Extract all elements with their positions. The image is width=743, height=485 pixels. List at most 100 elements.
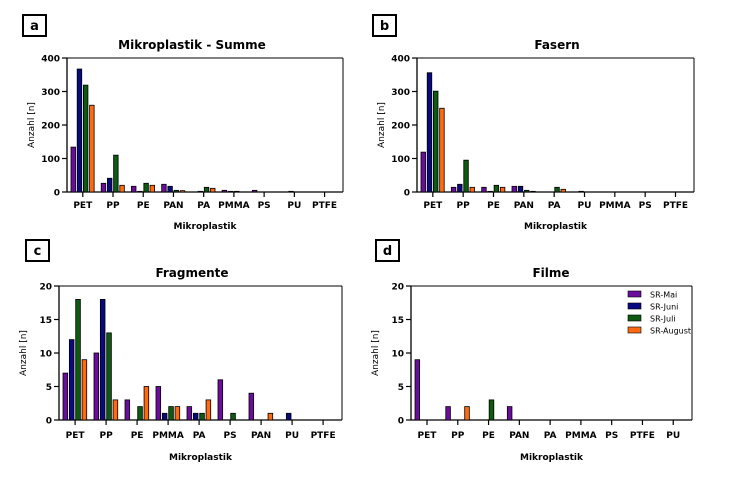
panel-label-box [372, 14, 397, 37]
y-tick-label: 0 [54, 189, 60, 199]
x-tick-label: PMMA [599, 201, 631, 211]
bar-sr-juni-pa [192, 412, 199, 421]
bar-sr-juni-pan [517, 185, 524, 193]
bar-sr-august-pet [81, 359, 88, 421]
bar-sr-august-pan [267, 412, 274, 421]
y-tick-label: 10 [391, 350, 404, 360]
bar-sr-mai-pmma [155, 386, 162, 421]
bar-sr-august-pe [499, 186, 506, 193]
x-tick-label: PP [457, 201, 471, 211]
bar-sr-juni-pp [107, 177, 113, 193]
bar-sr-august-pp [469, 186, 475, 193]
y-tick-label: 0 [46, 417, 52, 427]
x-tick-label: PAN [163, 201, 183, 211]
bar-sr-juli-pet [433, 90, 439, 193]
x-axis-label: Mikroplastik [520, 453, 584, 463]
x-tick-label: PMMA [565, 431, 597, 441]
x-tick-label: PAN [509, 431, 529, 441]
bar-sr-juli-pan [524, 189, 530, 193]
bar-sr-juni-pu [285, 412, 292, 421]
x-tick-label: PTFE [663, 201, 688, 211]
panel-label-box [375, 239, 400, 262]
y-tick-label: 400 [41, 55, 60, 65]
bar-sr-mai-pp [100, 182, 107, 193]
legend-swatch-sr-juli [627, 314, 642, 322]
panel-label-box [25, 239, 50, 262]
bar-sr-juli-pa [203, 186, 210, 193]
bar-sr-mai-pet [62, 372, 69, 421]
bar-sr-juli-ps [230, 412, 236, 421]
bar-sr-august-pa [205, 399, 212, 421]
bar-sr-mai-pan [161, 183, 167, 193]
y-tick-label: 5 [398, 383, 404, 393]
x-tick-label: PE [137, 201, 150, 211]
bar-sr-juni-pu [578, 190, 584, 193]
bar-sr-august-pe [143, 386, 150, 421]
x-tick-label: PET [418, 431, 438, 441]
y-tick-label: 200 [41, 122, 60, 132]
x-tick-label: PS [605, 431, 618, 441]
bar-sr-mai-ps [251, 189, 258, 193]
y-tick-label: 300 [41, 88, 60, 98]
bar-sr-august-pp [119, 184, 125, 193]
bar-sr-juli-pet [75, 298, 81, 421]
y-tick-label: 20 [391, 283, 404, 293]
bar-sr-august-pe [149, 184, 155, 193]
x-tick-label: PP [106, 201, 120, 211]
bar-sr-august-pan [179, 190, 186, 193]
panel-label: b [380, 19, 389, 34]
bar-sr-juli-pa [199, 412, 205, 421]
bar-sr-juli-pe [493, 184, 500, 193]
x-tick-label: PP [99, 431, 113, 441]
y-tick-label: 100 [391, 155, 410, 165]
x-tick-label: PU [285, 431, 299, 441]
bar-sr-mai-ps [217, 379, 224, 421]
bar-sr-juni-pmma [227, 190, 234, 193]
x-tick-label: PA [193, 431, 206, 441]
bar-sr-juli-pmma [234, 190, 240, 193]
bar-sr-juni-pmma [161, 412, 168, 421]
y-axis-label: Anzahl [n] [27, 102, 37, 148]
y-tick-label: 400 [391, 55, 410, 65]
bar-sr-mai-pan [248, 392, 255, 421]
bar-sr-august-pmma [174, 406, 181, 421]
x-tick-label: PMMA [152, 431, 184, 441]
legend-entry: SR-August [650, 327, 691, 336]
bar-sr-mai-pa [186, 406, 193, 421]
y-tick-label: 100 [41, 155, 60, 165]
bar-sr-juli-pa [554, 186, 560, 193]
bar-sr-mai-pet [420, 151, 426, 193]
y-tick-label: 0 [404, 189, 410, 199]
bar-sr-juli-pe [488, 399, 495, 421]
panel-label: a [30, 19, 39, 34]
bar-sr-juli-pe [137, 406, 143, 421]
panel-label: c [34, 244, 42, 259]
bar-sr-juni-pet [68, 339, 75, 421]
chart-panel-a: a Mikroplastik - Summe 0 100 200 300 400 Anzahl… [22, 14, 344, 232]
panel-label-box [22, 14, 47, 37]
panel-label: d [383, 244, 392, 259]
y-tick-label: 15 [39, 316, 52, 326]
chart-title: Fasern [534, 38, 579, 52]
x-axis-label: Mikroplastik [169, 453, 233, 463]
bar-sr-juni-pet [426, 72, 433, 193]
bar-sr-mai-pan [511, 185, 517, 193]
x-tick-label: PE [482, 431, 495, 441]
legend-swatch-sr-juni [627, 302, 642, 310]
bar-sr-mai-pmma [221, 189, 228, 193]
bar-sr-mai-pan [506, 406, 513, 421]
x-axis-label: Mikroplastik [524, 222, 588, 232]
y-axis-label: Anzahl [n] [371, 330, 381, 376]
legend-entry: SR-Juli [650, 315, 676, 324]
x-tick-label: PA [548, 201, 561, 211]
bar-sr-juni-pp [99, 298, 106, 421]
legend-entry: SR-Juni [650, 303, 678, 312]
bar-sr-juli-pet [82, 84, 89, 193]
chart-title: Filme [532, 266, 569, 280]
bar-sr-juni-pe [137, 190, 143, 193]
bar-sr-august-pa [560, 188, 566, 193]
x-tick-label: PTFE [311, 431, 336, 441]
bar-sr-mai-pp [93, 352, 100, 421]
legend-swatch-sr-august [627, 326, 642, 334]
bar-sr-juni-pu [288, 190, 294, 193]
